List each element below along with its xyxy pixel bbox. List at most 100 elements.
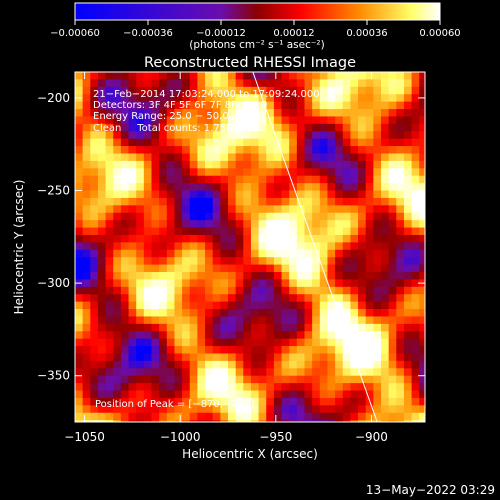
heatmap-cell	[350, 383, 359, 392]
heatmap-cell	[304, 153, 313, 162]
heatmap-cell	[143, 257, 153, 266]
heatmap-cell	[212, 116, 221, 125]
heatmap-cell	[388, 116, 397, 125]
heatmap-cell	[120, 109, 130, 117]
heatmap-cell	[243, 368, 252, 377]
heatmap-cell	[266, 160, 275, 169]
heatmap-cell	[166, 205, 175, 214]
heatmap-cell	[373, 346, 382, 354]
heatmap-cell	[266, 183, 275, 192]
heatmap-cell	[151, 160, 160, 169]
heatmap-cell	[381, 412, 390, 421]
heatmap-cell	[105, 212, 114, 221]
heatmap-cell	[296, 168, 306, 177]
heatmap-cell	[296, 109, 306, 117]
heatmap-cell	[312, 153, 321, 162]
heatmap-cell	[281, 346, 290, 354]
heatmap-cell	[396, 212, 405, 221]
heatmap-cell	[411, 272, 420, 280]
heatmap-cell	[235, 86, 244, 95]
heatmap-cell	[304, 264, 313, 273]
heatmap-cell	[258, 294, 267, 303]
heatmap-cell	[82, 116, 91, 125]
heatmap-cell	[174, 175, 183, 184]
heatmap-cell	[212, 338, 221, 347]
heatmap-cell	[396, 116, 405, 125]
heatmap-cell	[312, 368, 321, 377]
heatmap-cell	[304, 123, 313, 132]
heatmap-cell	[304, 279, 313, 288]
heatmap-cell	[205, 131, 214, 140]
heatmap-cell	[220, 183, 229, 192]
heatmap-cell	[105, 286, 114, 295]
heatmap-cell	[273, 346, 283, 354]
heatmap-cell	[228, 242, 237, 251]
heatmap-cell	[120, 101, 130, 110]
heatmap-cell	[281, 242, 290, 251]
heatmap-cell	[381, 242, 390, 251]
heatmap-cell	[166, 79, 175, 88]
heatmap-cell	[327, 286, 336, 295]
colorbar-gradient	[74, 2, 441, 21]
heatmap-cell	[381, 323, 390, 332]
heatmap-cell	[381, 86, 390, 95]
heatmap-cell	[358, 257, 367, 266]
heatmap-cell	[82, 153, 91, 162]
heatmap-cell	[403, 301, 413, 310]
heatmap-cell	[105, 116, 114, 125]
heatmap-cell	[312, 375, 321, 384]
x-axis-label: Heliocentric X (arcsec)	[182, 447, 318, 461]
heatmap-cell	[128, 123, 137, 132]
heatmap-cell	[120, 309, 130, 317]
heatmap-cell	[335, 168, 344, 177]
heatmap-cell	[90, 183, 99, 192]
heatmap-cell	[266, 272, 275, 280]
heatmap-cell	[327, 272, 336, 280]
heatmap-cell	[120, 183, 130, 192]
heatmap-cell	[350, 138, 359, 147]
heatmap-cell	[350, 257, 359, 266]
heatmap-cell	[342, 153, 351, 162]
heatmap-cell	[312, 227, 321, 236]
heatmap-cell	[159, 294, 168, 303]
heatmap-cell	[335, 205, 344, 214]
heatmap-cell	[411, 175, 420, 184]
heatmap-cell	[75, 353, 84, 362]
heatmap-cell	[304, 383, 313, 392]
heatmap-cell	[82, 405, 91, 414]
heatmap-cell	[319, 79, 328, 88]
heatmap-cell	[296, 94, 306, 103]
heatmap-cell	[143, 220, 153, 229]
heatmap-cell	[97, 72, 107, 80]
heatmap-cell	[197, 123, 206, 132]
heatmap-cell	[335, 86, 344, 95]
heatmap-cell	[90, 309, 99, 317]
heatmap-cell	[396, 375, 405, 384]
heatmap-cell	[419, 294, 425, 303]
heatmap-cell	[358, 190, 367, 199]
heatmap-cell	[327, 168, 336, 177]
heatmap-cell	[312, 412, 321, 421]
heatmap-cell	[136, 257, 145, 266]
heatmap-cell	[304, 183, 313, 192]
heatmap-cell	[419, 412, 425, 421]
heatmap-cell	[373, 131, 382, 140]
heatmap-cell	[281, 301, 290, 310]
heatmap-cell	[266, 212, 275, 221]
heatmap-cell	[273, 368, 283, 377]
colorbar-unit-label: (photons cm⁻² s⁻¹ asec⁻²)	[189, 39, 324, 51]
heatmap-cell	[113, 234, 122, 243]
heatmap-cell	[82, 257, 91, 266]
heatmap-cell	[312, 220, 321, 229]
heatmap-cell	[350, 220, 359, 229]
heatmap-cell	[113, 153, 122, 162]
heatmap-cell	[319, 294, 328, 303]
heatmap-cell	[90, 383, 99, 392]
heatmap-cell	[281, 249, 290, 258]
heatmap-cell	[82, 146, 91, 154]
heatmap-cell	[90, 390, 99, 399]
heatmap-cell	[335, 272, 344, 280]
heatmap-cell	[136, 316, 145, 325]
heatmap-cell	[97, 331, 107, 340]
heatmap-cell	[97, 197, 107, 206]
